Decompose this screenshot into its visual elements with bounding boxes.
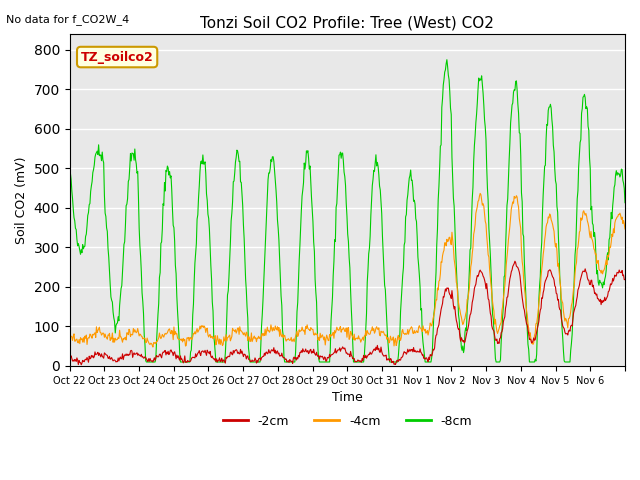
-2cm xyxy=(132,351,140,357)
-8cm xyxy=(131,146,139,152)
-4cm xyxy=(66,330,74,336)
-2cm xyxy=(436,312,444,317)
-2cm xyxy=(66,353,74,359)
-8cm xyxy=(282,359,290,365)
-8cm xyxy=(443,57,451,62)
-4cm xyxy=(149,344,157,350)
-8cm xyxy=(66,169,74,175)
-4cm xyxy=(476,191,484,196)
-4cm xyxy=(405,328,413,334)
-2cm xyxy=(511,258,519,264)
-8cm xyxy=(143,359,150,365)
-4cm xyxy=(131,327,139,333)
Line: -2cm: -2cm xyxy=(70,261,625,365)
Line: -8cm: -8cm xyxy=(70,60,625,362)
-4cm xyxy=(234,325,241,331)
-4cm xyxy=(621,226,629,232)
Text: No data for f_CO2W_4: No data for f_CO2W_4 xyxy=(6,14,130,25)
Title: Tonzi Soil CO2 Profile: Tree (West) CO2: Tonzi Soil CO2 Profile: Tree (West) CO2 xyxy=(200,15,494,30)
-4cm xyxy=(436,271,444,277)
-2cm xyxy=(261,352,269,358)
Legend: -2cm, -4cm, -8cm: -2cm, -4cm, -8cm xyxy=(218,410,477,433)
Text: TZ_soilco2: TZ_soilco2 xyxy=(81,50,154,63)
-8cm xyxy=(405,175,413,181)
-2cm xyxy=(77,362,85,368)
-8cm xyxy=(436,144,444,149)
-4cm xyxy=(261,326,269,332)
-8cm xyxy=(261,245,269,251)
Y-axis label: Soil CO2 (mV): Soil CO2 (mV) xyxy=(15,156,28,244)
-2cm xyxy=(234,350,241,356)
-2cm xyxy=(405,348,413,354)
-4cm xyxy=(282,338,290,344)
Line: -4cm: -4cm xyxy=(70,193,625,347)
X-axis label: Time: Time xyxy=(332,391,363,404)
-2cm xyxy=(621,276,629,282)
-2cm xyxy=(282,356,290,362)
-8cm xyxy=(621,200,629,205)
-8cm xyxy=(234,148,241,154)
